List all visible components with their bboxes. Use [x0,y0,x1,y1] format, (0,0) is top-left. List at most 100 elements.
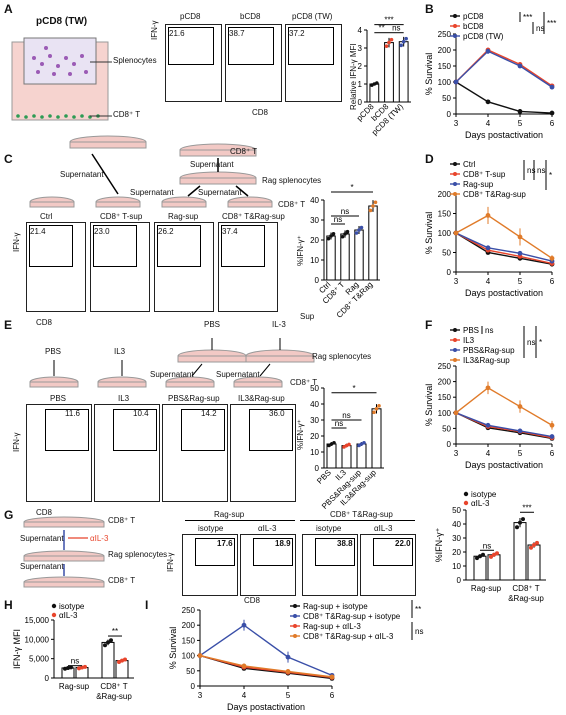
sig-label: ns [334,215,342,224]
a-bar-ylabel: Relative IFN-γ MFI [349,43,358,110]
c-arrow-label-1: Supernatant [60,170,104,179]
e-flow-plot-1: 11.6 [26,404,92,502]
panel-label-h: H [4,598,13,612]
legend-marker [453,358,457,362]
y-tick-label: 40 [310,196,319,205]
data-dot [77,666,81,671]
data-dot [377,404,381,408]
e-arrow-label-3: Supernatant [150,370,194,379]
y-axis-label: IFN-γ MFI [12,629,22,669]
data-dot [331,232,336,236]
sig-label: * [539,338,542,347]
series-line [455,232,553,265]
bar [326,235,336,281]
e-bar-ylabel: %IFN-γ⁺ [296,419,305,450]
y-tick-label: 10 [452,562,461,571]
g-flow-plot-4: 22.0 [360,534,416,596]
data-dot [389,37,394,42]
y-tick-label: 250 [438,362,452,371]
y-tick-label: 50 [310,384,319,393]
sig-label: ns [536,24,544,33]
e-arrow-label-1: PBS [45,347,62,356]
a-flow-title-1: pCD8 [180,12,201,21]
panel-label-i: I [145,598,149,612]
y-axis-label: % Survival [424,384,434,427]
e-flow-title-1: PBS [50,394,67,403]
legend-label: PBS&Rag-sup [463,346,515,355]
g-arrow-label-2: αIL-3 [90,534,109,543]
c-dish-label-2: Rag splenocytes [262,176,322,185]
data-point [197,653,203,658]
a-flow-plot-3: 37.2 [285,24,342,102]
e-top-label-2: IL-3 [272,320,286,329]
y-tick-label: 0 [457,576,462,585]
g-flow-plot-1: 17.6 [182,534,238,596]
group-label: CD8⁺ T [512,584,539,593]
y-tick-label: 150 [438,393,452,402]
chart-d-survival: 0 50 100 150 200 3 4 5 6 Days postactivation % Sur… [424,160,555,298]
sig-label: *** [523,13,532,22]
e-flow-xlabel: CD8 [36,508,53,517]
legend-marker [51,612,57,618]
legend-label: IL3 [463,336,475,345]
data-dot [362,441,366,445]
legend-marker [453,192,457,196]
data-dot [357,228,361,232]
y-tick-label: 200 [438,190,452,199]
y-tick-label: 50 [186,667,195,676]
sig-label: ns [335,419,343,428]
y-tick-label: 40 [310,400,319,409]
x-tick-label: 3 [454,449,459,458]
c-dish-label-1: CD8⁺ T [230,147,258,156]
data-dot [359,225,364,230]
x-tick-label: 6 [550,449,555,458]
series-line [199,624,333,677]
legend-label: bCD8 [463,22,484,31]
data-dot [332,441,336,445]
a-flow-plot-2: 38.7 [225,24,282,102]
g-flow-title-1: isotype [198,524,224,533]
a-flow-ylabel: IFN-γ [150,20,159,40]
legend-marker [453,172,457,176]
data-dot [532,543,536,547]
panel-label-d: D [425,152,434,166]
g-group-title-1: Rag-sup [214,510,245,519]
legend-marker [453,338,457,342]
y-tick-label: 30 [310,416,319,425]
data-dot [478,554,482,559]
y-tick-label: 150 [438,210,452,219]
series-line [455,214,553,259]
y-tick-label: 200 [438,378,452,387]
c-flow-title-3: Rag-sup [168,212,199,221]
legend-label: CD8⁺ T&Rag-sup [463,190,526,199]
data-dot [345,229,350,234]
transwell-label-splenocytes: Splenocytes [113,56,157,65]
transwell-title: pCD8 (TW) [36,16,88,27]
x-tick-label: 6 [330,691,335,700]
legend-label: αIL-3 [471,499,490,508]
g-dish-label-3: CD8⁺ T [108,576,136,585]
data-dot [371,204,375,208]
y-tick-label: 250 [438,30,452,39]
x-axis-label: Days postactivation [465,460,543,470]
x-tick-label: 4 [242,691,247,700]
legend-label: isotype [59,602,85,611]
data-dot [373,200,378,205]
c-flow-title-1: Ctrl [40,212,53,221]
bar [371,408,382,469]
legend-label: pCD8 (TW) [463,32,504,41]
legend-marker [293,614,297,618]
x-tick-label: 4 [486,277,491,286]
legend-label: Ctrl [463,160,476,169]
x-tick-label: 5 [518,449,523,458]
sig-label: ** [415,605,421,614]
e-flow-plot-2: 10.4 [94,404,160,502]
y-tick-label: 50 [452,506,461,515]
data-dot [374,407,379,411]
sig-label: * [352,384,355,393]
c-arrow-label-3: Supernatant [130,188,174,197]
series-line [199,654,333,678]
data-dot [120,658,124,663]
e-flow-title-3: PBS&Rag-sup [168,394,220,403]
